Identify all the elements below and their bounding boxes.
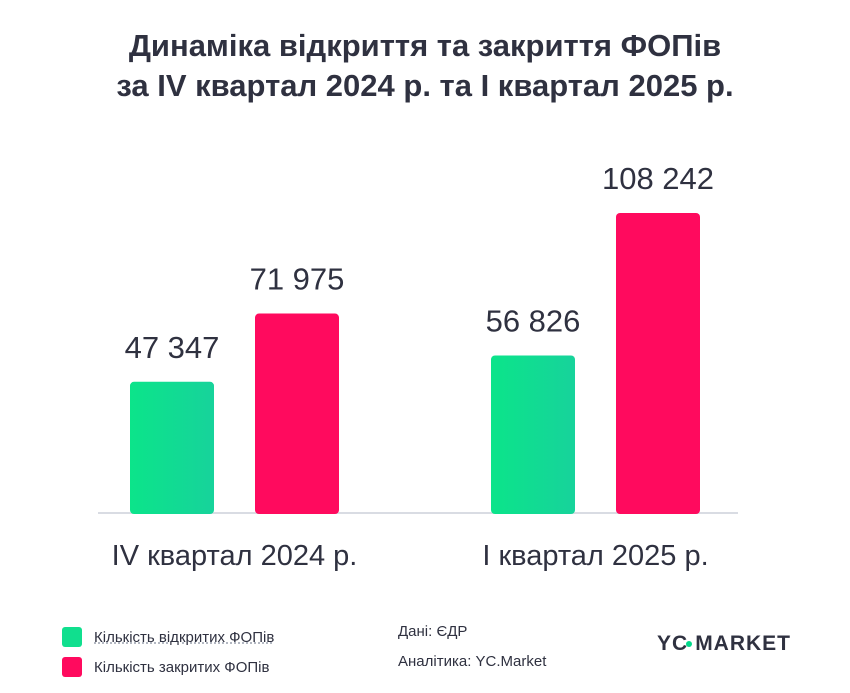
- legend-swatch-closed: [62, 657, 82, 677]
- chart-title: Динаміка відкриття та закриття ФОПів за …: [0, 26, 850, 106]
- legend-label-opened: Кількість відкритих ФОПів: [94, 628, 275, 646]
- title-line-1: Динаміка відкриття та закриття ФОПів: [128, 28, 722, 63]
- source-info: Дані: ЄДР Аналітика: YC.Market: [398, 622, 546, 682]
- legend: Кількість відкритих ФОПів Кількість закр…: [62, 622, 274, 682]
- source-data: Дані: ЄДР: [398, 623, 468, 640]
- category-label: IV квартал 2024 р.: [112, 540, 358, 572]
- legend-item-closed: Кількість закритих ФОПів: [62, 652, 274, 682]
- bar-value-label: 47 347: [125, 330, 220, 365]
- source-analytics: Аналітика: YC.Market: [398, 653, 547, 670]
- logo-dot: [686, 641, 693, 648]
- category-label: I квартал 2025 р.: [482, 540, 708, 572]
- bar-opened-0: [130, 381, 214, 514]
- bar-value-label: 71 975: [250, 262, 345, 297]
- logo-right: MARKET: [695, 632, 792, 655]
- bar-opened-1: [491, 355, 575, 514]
- bar-closed-1: [616, 213, 700, 514]
- legend-swatch-opened: [62, 627, 82, 647]
- logo-left: YC: [657, 632, 689, 655]
- bar-closed-0: [255, 313, 339, 514]
- bar-chart: 47 347 71 975 IV квартал 2024 р. 56 826 108 …: [98, 161, 738, 572]
- bar-value-label: 56 826: [486, 304, 581, 339]
- yc-market-logo: YC MARKET: [657, 632, 791, 656]
- title-line-2: за IV квартал 2024 р. та I квартал 2025 …: [116, 68, 734, 103]
- legend-item-opened: Кількість відкритих ФОПів: [62, 622, 274, 652]
- bar-value-label: 108 242: [602, 161, 714, 196]
- legend-label-closed: Кількість закритих ФОПів: [94, 658, 270, 676]
